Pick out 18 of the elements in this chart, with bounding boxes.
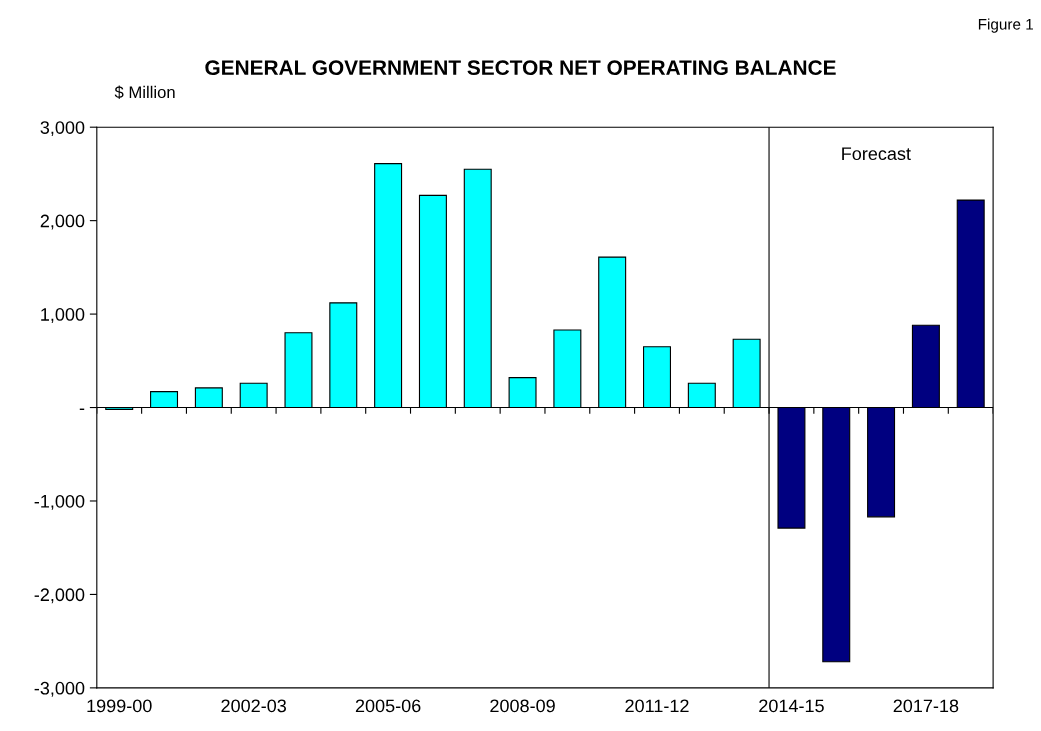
x-tick-label: 2014-15 xyxy=(759,699,824,713)
x-tick-label: 2002-03 xyxy=(221,699,287,713)
x-tick-label: 2005-06 xyxy=(355,699,421,713)
y-tick-label: 3,000 xyxy=(40,121,85,137)
y-axis-title: $ Million xyxy=(114,85,175,100)
x-tick-label: 2017-18 xyxy=(893,699,959,713)
y-tick-label: 1,000 xyxy=(41,308,85,323)
y-tick-label: -2,000 xyxy=(34,588,85,604)
caption: Figure 1 xyxy=(978,18,1033,33)
y-tick-label: -3,000 xyxy=(34,681,85,697)
annotation: Forecast xyxy=(842,147,911,161)
x-tick-label: 2011-12 xyxy=(625,699,689,713)
x-tick-label: 1999-00 xyxy=(87,699,152,713)
chart-title: GENERAL GOVERNMENT SECTOR NET OPERATING BALANCE xyxy=(205,60,836,76)
y-tick-label: -1,000 xyxy=(34,494,85,510)
y-tick-label: - xyxy=(79,408,85,410)
x-tick-label: 2008-09 xyxy=(490,699,555,713)
y-tick-label: 2,000 xyxy=(40,214,85,230)
